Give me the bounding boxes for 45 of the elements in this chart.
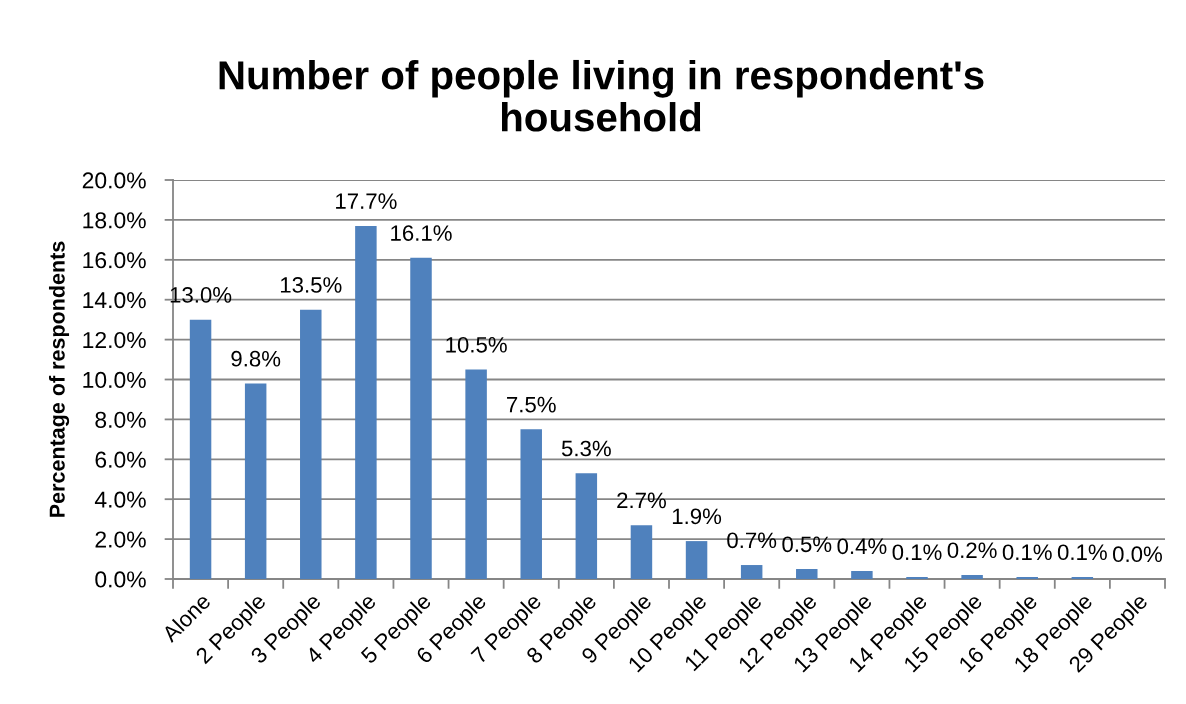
bar: [796, 569, 818, 579]
y-tick-label: 16.0%: [83, 252, 146, 269]
y-tick-label: 4.0%: [94, 491, 146, 508]
data-label: 2.7%: [617, 492, 666, 509]
bar: [300, 309, 322, 579]
data-label: 0.1%: [1057, 544, 1107, 561]
data-label: 16.1%: [391, 225, 452, 241]
data-label: 9.8%: [231, 350, 281, 367]
bar: [189, 319, 212, 579]
data-label: 7.5%: [507, 396, 556, 413]
y-axis-title: Percentage of respondents: [48, 241, 70, 517]
data-label: 0.4%: [837, 538, 887, 555]
y-tick-label: 0.0%: [95, 571, 146, 588]
y-tick-label: 18.0%: [83, 212, 146, 229]
bar: [851, 571, 873, 579]
y-tick-label: 6.0%: [95, 451, 146, 468]
bar: [244, 383, 267, 579]
data-label: 0.5%: [782, 536, 832, 553]
data-label: 13.0%: [170, 287, 232, 303]
bar: [355, 225, 377, 579]
bar: [465, 369, 487, 579]
data-label: 0.1%: [1002, 544, 1052, 561]
bar: [575, 473, 598, 579]
y-tick-label: 10.0%: [83, 371, 146, 389]
y-tick-label: 2.0%: [95, 531, 146, 548]
data-label: 0.1%: [892, 544, 942, 561]
data-label: 0.7%: [727, 532, 777, 549]
bar: [630, 525, 653, 579]
y-tick-label: 12.0%: [83, 331, 146, 349]
data-label: 1.9%: [672, 508, 722, 525]
bar: [410, 257, 432, 579]
y-tick-label: 8.0%: [95, 411, 146, 428]
bar: [740, 565, 763, 579]
chart-title: Number of people living in respondent's household: [219, 59, 984, 132]
data-label: 0.2%: [947, 542, 997, 559]
bar: [685, 541, 708, 579]
bar: [520, 429, 542, 579]
data-label: 13.5%: [280, 277, 342, 293]
y-tick-label: 20.0%: [82, 172, 146, 189]
data-label: 10.5%: [446, 336, 507, 353]
bar: [961, 575, 983, 579]
data-label: 17.7%: [336, 193, 397, 209]
y-tick-label: 14.0%: [83, 292, 146, 309]
data-label: 5.3%: [561, 440, 611, 457]
data-label: 0.0%: [1112, 546, 1162, 563]
